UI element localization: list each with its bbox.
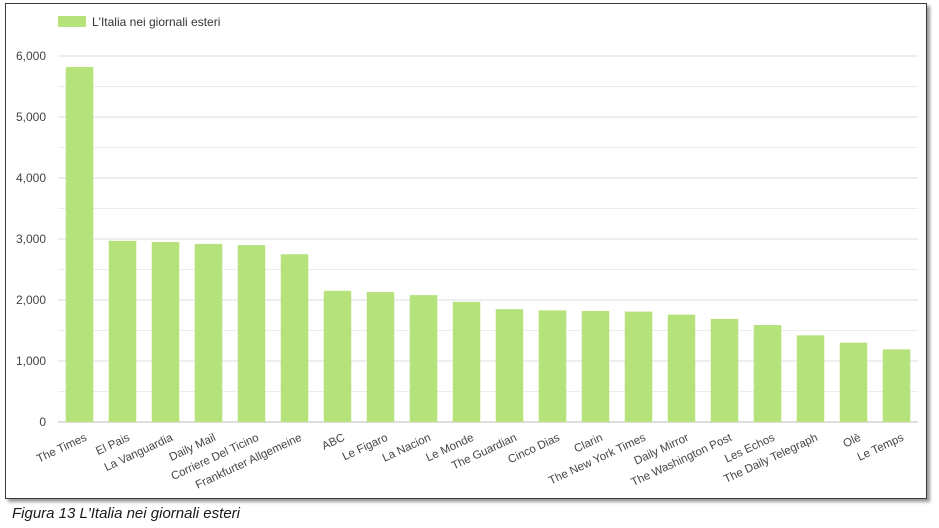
legend[interactable]: L'Italia nei giornali esteri <box>58 15 220 29</box>
y-axis-ticks: 0 1,000 2,000 3,000 4,000 5,000 6,000 <box>16 49 46 429</box>
bar[interactable] <box>796 335 825 422</box>
bar[interactable] <box>495 309 524 422</box>
legend-swatch <box>58 16 86 27</box>
x-tick-label: Olè <box>841 432 862 450</box>
y-tick-label: 0 <box>39 415 46 429</box>
bar[interactable] <box>409 295 438 422</box>
y-tick-label: 2,000 <box>16 293 46 307</box>
bar[interactable] <box>667 314 696 422</box>
bar[interactable] <box>753 325 782 422</box>
bar[interactable] <box>108 240 137 422</box>
bar[interactable] <box>882 349 911 422</box>
bar[interactable] <box>581 310 610 422</box>
bar[interactable] <box>624 311 653 422</box>
bar[interactable] <box>65 66 94 423</box>
bar[interactable] <box>323 290 352 422</box>
figure-caption: Figura 13 L'Italia nei giornali esteri <box>12 505 240 522</box>
bar-chart: 0 1,000 2,000 3,000 4,000 5,000 6,000 The Time… <box>16 15 918 492</box>
x-tick-label: La Nacion <box>381 432 433 465</box>
bar[interactable] <box>452 301 481 422</box>
y-tick-label: 6,000 <box>16 49 46 63</box>
legend-label: L'Italia nei giornali esteri <box>92 15 220 29</box>
y-tick-label: 3,000 <box>16 232 46 246</box>
bar[interactable] <box>280 254 309 422</box>
bar[interactable] <box>538 310 567 422</box>
x-tick-label: The Times <box>35 432 89 466</box>
y-tick-label: 1,000 <box>16 354 46 368</box>
bar[interactable] <box>194 243 223 422</box>
y-tick-label: 5,000 <box>16 110 46 124</box>
bar[interactable] <box>237 245 266 422</box>
chart-frame: 0 1,000 2,000 3,000 4,000 5,000 6,000 The Time… <box>5 3 927 499</box>
grid-lines <box>58 55 918 423</box>
bars <box>65 66 911 423</box>
bar[interactable] <box>839 342 868 422</box>
bar[interactable] <box>710 318 739 422</box>
x-tick-label: Le Temps <box>856 432 906 464</box>
x-tick-label: ABC <box>320 432 347 453</box>
bar[interactable] <box>151 242 180 422</box>
bar[interactable] <box>366 292 395 422</box>
y-tick-label: 4,000 <box>16 171 46 185</box>
